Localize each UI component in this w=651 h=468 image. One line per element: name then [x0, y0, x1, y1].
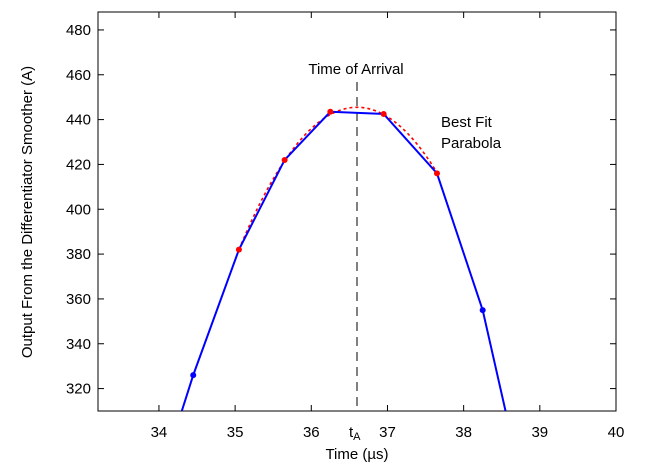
red-fit-point-3: [327, 108, 334, 115]
red-fit-point-4: [380, 110, 387, 117]
x-axis-label: Time (µs): [325, 446, 388, 463]
x-tick-label-40: 40: [608, 424, 625, 441]
blue-point-2: [479, 307, 486, 314]
y-tick-label-420: 420: [66, 156, 91, 173]
blue-point-1: [190, 372, 197, 379]
red-fit-point-1: [235, 246, 242, 253]
annotation-parabola: Parabola: [441, 135, 502, 152]
red-fit-point-5: [433, 170, 440, 177]
vline-label-main: t: [349, 424, 354, 441]
vline-label-sub: A: [353, 431, 361, 443]
tick-labels-group: 34 35 36 37 38 39 40 320 340 360 380 400 420 440 460 48…: [66, 22, 624, 441]
y-tick-label-360: 360: [66, 291, 91, 308]
vline-label: tA: [349, 424, 361, 443]
best-fit-parabola: [238, 106, 438, 250]
y-axis-label: Output From the Differentiator Smoother …: [19, 66, 36, 358]
red-fit-point-2: [281, 156, 288, 163]
y-tick-label-380: 380: [66, 246, 91, 263]
x-tick-label-37: 37: [379, 424, 396, 441]
ticks-group: [98, 12, 617, 411]
annotation-time-of-arrival: Time of Arrival: [308, 61, 403, 78]
y-tick-label-460: 460: [66, 67, 91, 84]
x-tick-label-39: 39: [531, 424, 548, 441]
x-tick-label-34: 34: [151, 424, 168, 441]
y-tick-label-320: 320: [66, 381, 91, 398]
y-tick-label-400: 400: [66, 201, 91, 218]
x-tick-label-35: 35: [227, 424, 244, 441]
markers-group: [190, 108, 486, 379]
y-tick-label-440: 440: [66, 112, 91, 129]
y-tick-label-480: 480: [66, 22, 91, 39]
annotation-best-fit: Best Fit: [441, 114, 493, 131]
y-tick-label-340: 340: [66, 336, 91, 353]
x-tick-label-38: 38: [455, 424, 472, 441]
x-tick-label-36: 36: [303, 424, 320, 441]
